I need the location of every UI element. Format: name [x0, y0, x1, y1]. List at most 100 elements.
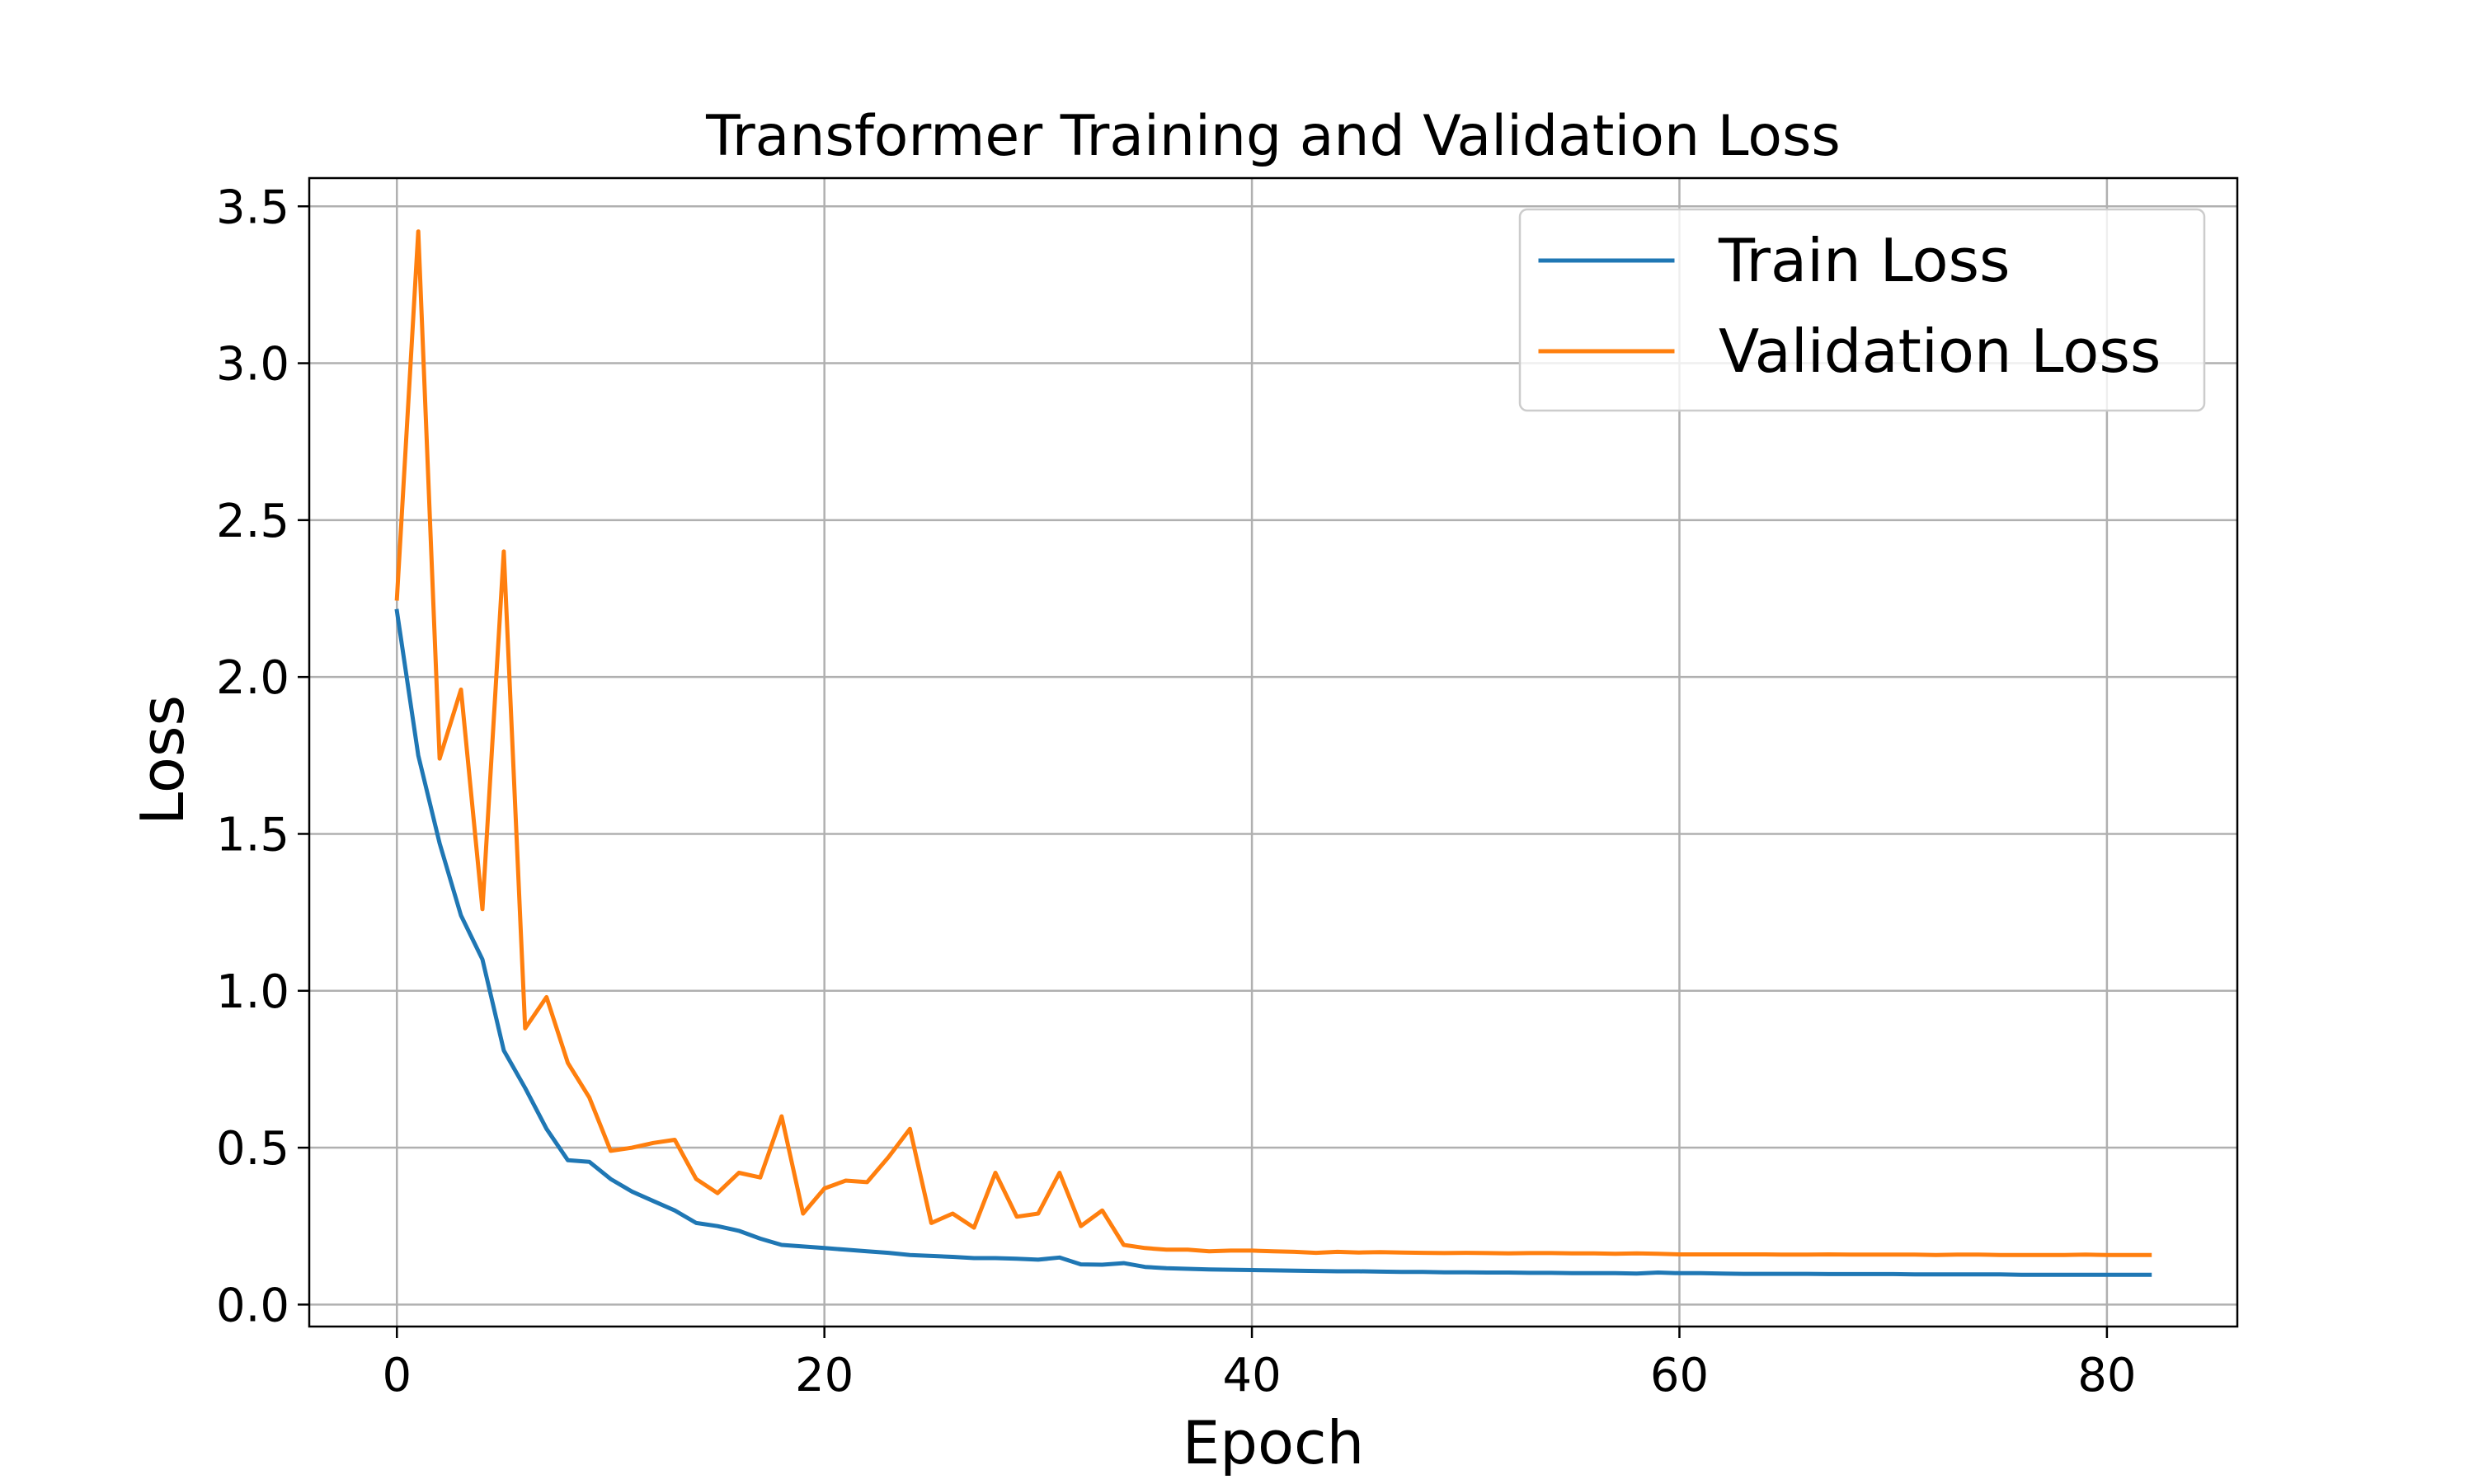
- data-point-validation-loss: [1292, 1249, 1297, 1254]
- data-point-train-loss: [1292, 1268, 1297, 1273]
- data-point-validation-loss: [1549, 1251, 1554, 1256]
- data-point-train-loss: [1442, 1270, 1446, 1275]
- data-point-train-loss: [1420, 1270, 1425, 1275]
- data-point-train-loss: [1891, 1271, 1896, 1276]
- data-point-train-loss: [736, 1228, 741, 1233]
- data-point-validation-loss: [2147, 1252, 2152, 1257]
- data-point-train-loss: [1527, 1270, 1532, 1275]
- data-point-validation-loss: [950, 1211, 955, 1216]
- data-point-train-loss: [1677, 1270, 1682, 1275]
- data-point-validation-loss: [1997, 1252, 2002, 1257]
- data-point-train-loss: [1399, 1270, 1404, 1275]
- data-point-validation-loss: [1827, 1252, 1832, 1257]
- axis-ticks: 0 20 40 60 80 0.0 0.5 1.0 1.5 2.0 2.5 3.0 3.5: [216, 181, 2137, 1402]
- y-tick-label: 0.5: [216, 1122, 289, 1176]
- data-point-train-loss: [971, 1256, 976, 1261]
- data-point-train-loss: [1976, 1272, 1981, 1277]
- data-point-validation-loss: [844, 1178, 849, 1183]
- data-point-train-loss: [1784, 1271, 1789, 1276]
- data-point-validation-loss: [2126, 1252, 2131, 1257]
- data-point-train-loss: [2126, 1272, 2131, 1277]
- data-point-train-loss: [1570, 1270, 1575, 1275]
- data-point-train-loss: [1741, 1271, 1746, 1276]
- data-point-train-loss: [394, 608, 399, 613]
- data-point-train-loss: [651, 1199, 656, 1204]
- x-tick-label: 60: [1650, 1349, 1709, 1402]
- data-point-train-loss: [566, 1158, 571, 1162]
- data-point-validation-loss: [971, 1225, 976, 1230]
- data-point-validation-loss: [1206, 1249, 1211, 1254]
- data-point-validation-loss: [2062, 1252, 2067, 1257]
- data-point-train-loss: [844, 1247, 849, 1252]
- data-point-train-loss: [886, 1251, 891, 1256]
- data-point-validation-loss: [993, 1171, 998, 1176]
- data-point-validation-loss: [1335, 1249, 1340, 1254]
- data-point-train-loss: [523, 1086, 528, 1091]
- data-point-validation-loss: [1357, 1250, 1362, 1255]
- data-point-validation-loss: [865, 1180, 870, 1185]
- data-point-validation-loss: [651, 1140, 656, 1145]
- plot-frame: [308, 176, 2239, 1328]
- data-point-validation-loss: [1613, 1252, 1618, 1256]
- data-point-validation-loss: [1463, 1251, 1468, 1256]
- data-point-train-loss: [822, 1246, 827, 1251]
- data-point-train-loss: [1506, 1270, 1511, 1275]
- data-point-train-loss: [1057, 1255, 1062, 1260]
- data-point-train-loss: [1698, 1270, 1703, 1275]
- data-point-validation-loss: [907, 1126, 912, 1131]
- data-point-train-loss: [2105, 1272, 2109, 1277]
- data-point-validation-loss: [587, 1095, 592, 1100]
- data-point-train-loss: [1827, 1271, 1832, 1276]
- chart-title: Transformer Training and Validation Loss: [705, 104, 1841, 169]
- data-point-validation-loss: [1036, 1211, 1041, 1216]
- y-tick-label: 1.5: [216, 808, 289, 862]
- data-point-validation-loss: [801, 1211, 806, 1216]
- data-point-validation-loss: [1741, 1252, 1746, 1257]
- data-point-validation-loss: [1506, 1251, 1511, 1256]
- x-tick-label: 0: [382, 1349, 412, 1402]
- legend: Train Loss Validation Loss: [1518, 208, 2206, 412]
- grid: [309, 178, 2237, 1327]
- data-point-train-loss: [929, 1253, 934, 1258]
- data-point-validation-loss: [1891, 1252, 1896, 1257]
- data-point-train-loss: [1185, 1266, 1190, 1271]
- data-point-validation-loss: [672, 1138, 677, 1143]
- data-point-train-loss: [544, 1126, 549, 1131]
- data-point-train-loss: [907, 1252, 912, 1257]
- data-point-train-loss: [672, 1208, 677, 1213]
- data-point-validation-loss: [1592, 1251, 1597, 1256]
- data-point-validation-loss: [736, 1171, 741, 1176]
- data-point-validation-loss: [2040, 1252, 2045, 1257]
- series-line-train-loss: [394, 608, 2152, 1277]
- data-point-train-loss: [437, 841, 442, 846]
- data-point-train-loss: [2019, 1272, 2024, 1277]
- data-point-train-loss: [609, 1176, 614, 1181]
- data-point-train-loss: [1357, 1269, 1362, 1274]
- data-point-train-loss: [1912, 1272, 1917, 1277]
- data-point-validation-loss: [1677, 1252, 1682, 1257]
- data-point-validation-loss: [1100, 1208, 1105, 1213]
- data-point-train-loss: [801, 1244, 806, 1249]
- legend-label-train-loss: Train Loss: [1718, 226, 2011, 295]
- data-point-train-loss: [993, 1256, 998, 1261]
- data-point-train-loss: [1954, 1272, 1959, 1277]
- data-point-validation-loss: [1762, 1252, 1767, 1257]
- data-point-validation-loss: [1314, 1251, 1319, 1256]
- data-point-validation-loss: [1143, 1246, 1148, 1251]
- data-point-validation-loss: [1719, 1252, 1724, 1257]
- data-point-train-loss: [1014, 1256, 1019, 1261]
- data-point-validation-loss: [779, 1114, 784, 1119]
- y-tick-label: 1.0: [216, 965, 289, 1019]
- data-point-train-loss: [1335, 1269, 1340, 1274]
- data-point-train-loss: [1036, 1257, 1041, 1262]
- data-point-train-loss: [1164, 1266, 1169, 1270]
- data-point-validation-loss: [1784, 1252, 1789, 1257]
- data-point-validation-loss: [609, 1148, 614, 1153]
- data-point-train-loss: [2083, 1272, 2088, 1277]
- data-point-train-loss: [1934, 1272, 1939, 1277]
- data-point-train-loss: [1143, 1265, 1148, 1270]
- data-point-train-loss: [758, 1236, 763, 1241]
- x-tick-label: 80: [2077, 1349, 2136, 1402]
- data-point-train-loss: [480, 957, 485, 962]
